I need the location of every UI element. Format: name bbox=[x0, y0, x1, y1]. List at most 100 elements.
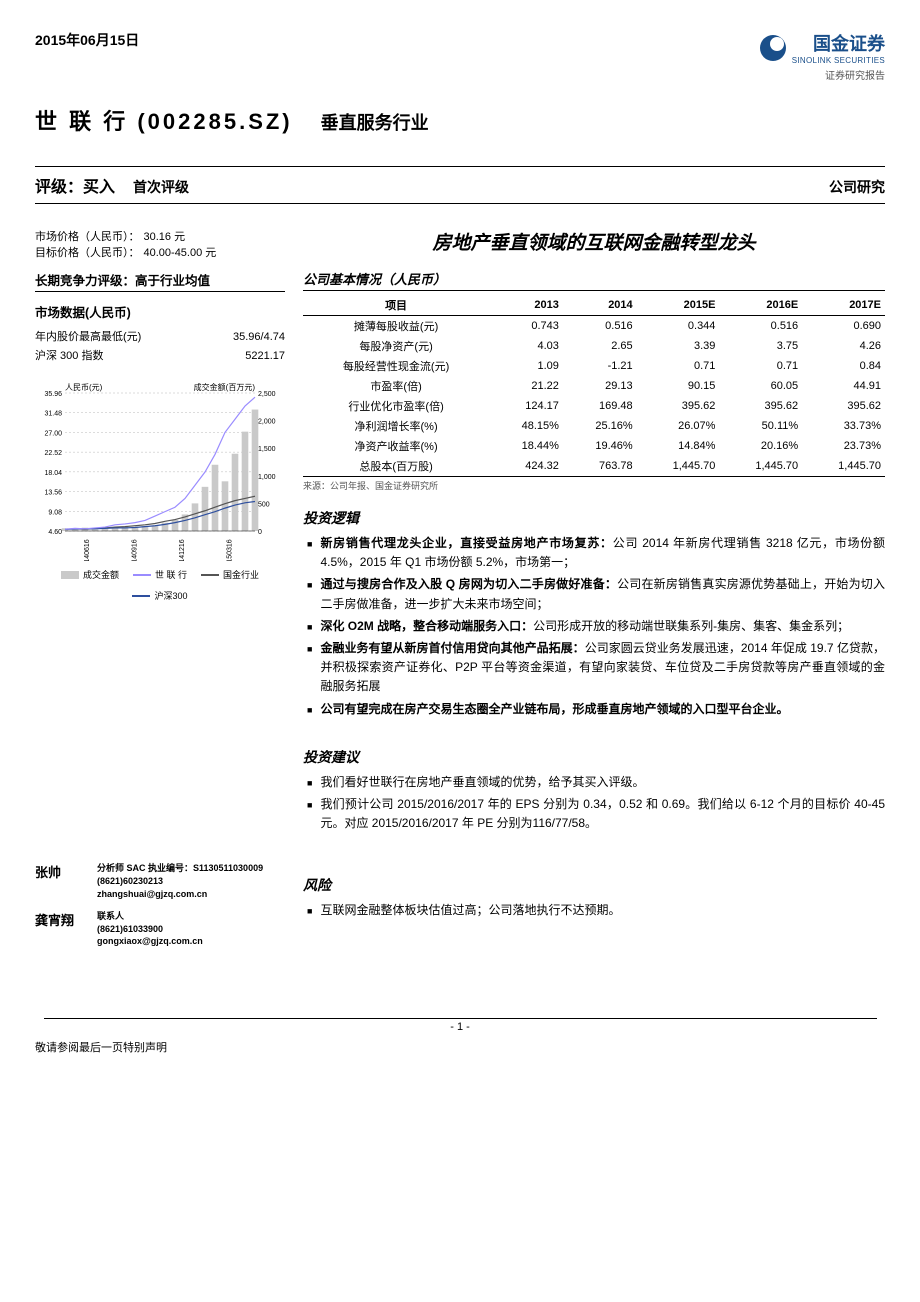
svg-text:22.52: 22.52 bbox=[44, 451, 62, 458]
table-cell: 763.78 bbox=[563, 456, 637, 477]
left-sidebar: 市场价格（人民币）：30.16 元 document.currentScript… bbox=[35, 228, 285, 958]
svg-text:35.96: 35.96 bbox=[44, 391, 62, 398]
table-cell: 0.516 bbox=[719, 316, 802, 337]
table-cell: -1.21 bbox=[563, 356, 637, 376]
table-cell: 50.11% bbox=[719, 416, 802, 436]
table-cell: 摊薄每股收益(元) bbox=[303, 316, 489, 337]
analyst-name: 张帅 bbox=[35, 862, 83, 900]
table-cell: 44.91 bbox=[802, 376, 885, 396]
analyst-name: 龚宵翔 bbox=[35, 910, 83, 948]
list-item: 我们预计公司 2015/2016/2017 年的 EPS 分别为 0.34，0.… bbox=[307, 795, 885, 833]
table-header-cell: 项目 bbox=[303, 295, 489, 316]
svg-text:1,000: 1,000 bbox=[258, 474, 276, 481]
table-cell: 1.09 bbox=[489, 356, 563, 376]
title-row: 世 联 行 (002285.SZ) 垂直服务行业 bbox=[35, 104, 885, 136]
logo-text-en: SINOLINK SECURITIES bbox=[792, 56, 885, 65]
rating-label: 评级：买入 bbox=[35, 173, 115, 197]
table-row: 每股经营性现金流(元)1.09-1.210.710.710.84 bbox=[303, 356, 885, 376]
hi-lo-label: 年内股价最高最低(元) bbox=[35, 328, 141, 347]
svg-text:0: 0 bbox=[258, 529, 262, 536]
target-price-label: 目标价格（人民币）： bbox=[35, 244, 140, 260]
company-title: 世 联 行 (002285.SZ) bbox=[35, 104, 293, 136]
csi300-label: 沪深 300 指数 bbox=[35, 347, 103, 366]
table-cell: 90.15 bbox=[637, 376, 720, 396]
table-cell: 124.17 bbox=[489, 396, 563, 416]
logo-subtitle: 证券研究报告 bbox=[760, 67, 885, 82]
table-header-cell: 2014 bbox=[563, 295, 637, 316]
table-header-cell: 2013 bbox=[489, 295, 563, 316]
table-cell: 395.62 bbox=[802, 396, 885, 416]
table-cell: 0.84 bbox=[802, 356, 885, 376]
industry-title: 垂直服务行业 bbox=[321, 109, 429, 135]
table-cell: 26.07% bbox=[637, 416, 720, 436]
competitiveness-heading: 长期竞争力评级：高于行业均值 bbox=[35, 270, 285, 292]
page-footer: - 1 - 敬请参阅最后一页特别声明 bbox=[35, 1018, 885, 1055]
fin-table-heading: 公司基本情况（人民币） bbox=[303, 269, 885, 291]
table-header-cell: 2015E bbox=[637, 295, 720, 316]
list-item: 公司有望完成在房产交易生态圈全产业链布局，形成垂直房地产领域的入口型平台企业。 bbox=[307, 700, 885, 719]
table-header-cell: 2017E bbox=[802, 295, 885, 316]
list-item: 我们看好世联行在房地产垂直领域的优势，给予其买入评级。 bbox=[307, 773, 885, 792]
analyst-row: 龚宵翔联系人(8621)61033900gongxiaox@gjzq.com.c… bbox=[35, 910, 285, 948]
logo-icon bbox=[760, 35, 786, 61]
table-cell: 48.15% bbox=[489, 416, 563, 436]
footer-note: 敬请参阅最后一页特别声明 bbox=[35, 1039, 885, 1055]
table-row: 摊薄每股收益(元)0.7430.5160.3440.5160.690 bbox=[303, 316, 885, 337]
svg-text:140916: 140916 bbox=[131, 540, 138, 562]
table-cell: 市盈率(倍) bbox=[303, 376, 489, 396]
table-row: 净资产收益率(%)18.44%19.46%14.84%20.16%23.73% bbox=[303, 436, 885, 456]
table-cell: 总股本(百万股) bbox=[303, 456, 489, 477]
risk-heading: 风险 bbox=[303, 875, 885, 895]
legend-item: 成交金额 bbox=[61, 568, 119, 581]
table-cell: 2.65 bbox=[563, 336, 637, 356]
table-cell: 0.71 bbox=[719, 356, 802, 376]
table-cell: 23.73% bbox=[802, 436, 885, 456]
main-content: 房地产垂直领域的互联网金融转型龙头 公司基本情况（人民币） 项目20132014… bbox=[303, 228, 885, 958]
table-row: 每股净资产(元)4.032.653.393.754.26 bbox=[303, 336, 885, 356]
table-cell: 395.62 bbox=[719, 396, 802, 416]
table-header-cell: 2016E bbox=[719, 295, 802, 316]
logic-heading: 投资逻辑 bbox=[303, 508, 885, 528]
svg-text:13.56: 13.56 bbox=[44, 490, 62, 497]
legend-item: 世 联 行 bbox=[133, 568, 187, 581]
table-cell: 169.48 bbox=[563, 396, 637, 416]
financials-table: 项目201320142015E2016E2017E摊薄每股收益(元)0.7430… bbox=[303, 295, 885, 477]
rating-bar: 评级：买入 首次评级 公司研究 bbox=[35, 166, 885, 204]
table-cell: 行业优化市盈率(倍) bbox=[303, 396, 489, 416]
svg-text:140616: 140616 bbox=[84, 540, 91, 562]
svg-text:27.00: 27.00 bbox=[44, 431, 62, 438]
svg-text:1,500: 1,500 bbox=[258, 447, 276, 454]
table-cell: 3.39 bbox=[637, 336, 720, 356]
logic-list: 新房销售代理龙头企业，直接受益房地产市场复苏：公司 2014 年新房代理销售 3… bbox=[303, 534, 885, 719]
chart-svg: 人民币(元)成交金额(百万元)35.9631.4827.0022.5218.04… bbox=[35, 381, 285, 561]
table-cell: 0.71 bbox=[637, 356, 720, 376]
advice-list: 我们看好世联行在房地产垂直领域的优势，给予其买入评级。我们预计公司 2015/2… bbox=[303, 773, 885, 834]
svg-text:141216: 141216 bbox=[179, 540, 186, 562]
svg-text:31.48: 31.48 bbox=[44, 411, 62, 418]
table-cell: 每股净资产(元) bbox=[303, 336, 489, 356]
table-cell: 21.22 bbox=[489, 376, 563, 396]
list-item: 通过与搜房合作及入股 Q 房网为切入二手房做好准备：公司在新房销售真实房源优势基… bbox=[307, 575, 885, 613]
brand-logo: 国金证券 SINOLINK SECURITIES 证券研究报告 bbox=[760, 30, 885, 82]
table-cell: 20.16% bbox=[719, 436, 802, 456]
list-item: 深化 O2M 战略，整合移动端服务入口：公司形成开放的移动端世联集系列-集房、集… bbox=[307, 617, 885, 636]
svg-text:500: 500 bbox=[258, 502, 270, 509]
table-cell: 18.44% bbox=[489, 436, 563, 456]
table-cell: 19.46% bbox=[563, 436, 637, 456]
table-cell: 1,445.70 bbox=[719, 456, 802, 477]
table-cell: 4.03 bbox=[489, 336, 563, 356]
legend-item: 沪深300 bbox=[132, 589, 187, 602]
analyst-info: 联系人(8621)61033900gongxiaox@gjzq.com.cn bbox=[97, 910, 203, 948]
svg-text:人民币(元): 人民币(元) bbox=[65, 383, 103, 392]
table-cell: 1,445.70 bbox=[802, 456, 885, 477]
rating-sub: 首次评级 bbox=[133, 177, 189, 197]
target-price-value: 40.00-45.00 元 bbox=[144, 244, 217, 260]
table-cell: 33.73% bbox=[802, 416, 885, 436]
legend-item: 国金行业 bbox=[201, 568, 259, 581]
table-cell: 1,445.70 bbox=[637, 456, 720, 477]
table-cell: 每股经营性现金流(元) bbox=[303, 356, 489, 376]
report-type: 公司研究 bbox=[829, 177, 885, 197]
table-cell: 60.05 bbox=[719, 376, 802, 396]
table-row: 净利润增长率(%)48.15%25.16%26.07%50.11%33.73% bbox=[303, 416, 885, 436]
table-cell: 0.690 bbox=[802, 316, 885, 337]
